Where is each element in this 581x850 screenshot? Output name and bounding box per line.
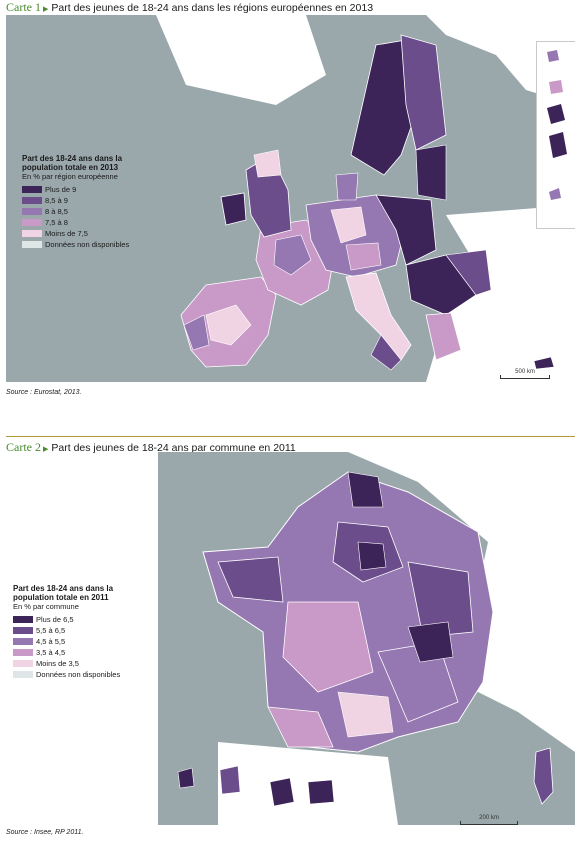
legend-swatch	[22, 186, 42, 193]
map2-legend: Part des 18-24 ans dans la population to…	[13, 584, 123, 680]
map1-source: Source : Eurostat, 2013.	[6, 389, 82, 396]
legend-item: 3,5 à 4,5	[13, 647, 123, 658]
legend-swatch	[22, 241, 42, 248]
map1-heading: Carte 1 ▶ Part des jeunes de 18-24 ans dan…	[6, 0, 373, 15]
legend-item: 8,5 à 9	[22, 195, 132, 206]
map2-scale-bar: 200 km	[460, 815, 518, 825]
italy	[345, 272, 412, 361]
legend-label: 5,5 à 6,5	[36, 626, 66, 635]
legend-label: Données non disponibles	[36, 670, 121, 679]
map1-legend-subtitle: En % par région européenne	[22, 172, 118, 181]
europe-map-svg	[6, 15, 575, 382]
map2-title: Part des jeunes de 18-24 ans par commune…	[51, 442, 296, 454]
legend-item: 8 à 8,5	[22, 206, 132, 217]
legend-item: 5,5 à 6,5	[13, 625, 123, 636]
legend-swatch	[13, 627, 33, 634]
legend-swatch	[13, 649, 33, 656]
legend-swatch	[13, 660, 33, 667]
legend-label: Moins de 3,5	[36, 659, 79, 668]
legend-swatch	[13, 638, 33, 645]
legend-swatch	[22, 197, 42, 204]
map1-title: Part des jeunes de 18-24 ans dans les ré…	[51, 2, 374, 14]
map1-legend-title: Part des 18-24 ans dans la population to…	[22, 154, 123, 172]
map2-legend-title: Part des 18-24 ans dans la population to…	[13, 584, 114, 602]
map1-scale-label: 500 km	[515, 369, 535, 375]
map1-label: Carte 1	[6, 0, 41, 14]
legend-item: 7,5 à 8	[22, 217, 132, 228]
poland	[375, 194, 437, 266]
legend-label: 7,5 à 8	[45, 218, 68, 227]
section-divider	[6, 436, 575, 437]
map1-scale-bar: 500 km	[500, 369, 550, 379]
legend-swatch	[22, 219, 42, 226]
land-outside-france	[348, 452, 575, 752]
france-map-svg	[177, 452, 575, 825]
legend-item: Plus de 9	[22, 184, 132, 195]
legend-swatch	[13, 616, 33, 623]
map2-label: Carte 2	[6, 440, 41, 454]
europe-map	[6, 15, 575, 382]
map2-legend-subtitle: En % par commune	[13, 602, 79, 611]
map2-source: Source : Insee, RP 2011.	[6, 829, 84, 836]
legend-label: 8 à 8,5	[45, 207, 68, 216]
legend-label: 3,5 à 4,5	[36, 648, 66, 657]
legend-label: Moins de 7,5	[45, 229, 88, 238]
legend-label: 4,5 à 5,5	[36, 637, 66, 646]
land-outside-eu	[6, 15, 575, 382]
legend-label: Plus de 6,5	[36, 615, 74, 624]
corsica	[533, 747, 554, 805]
title-arrow-icon: ▶	[43, 6, 49, 13]
map1-legend: Part des 18-24 ans dans la population to…	[22, 154, 132, 250]
legend-item: Données non disponibles	[13, 669, 123, 680]
legend-item: Données non disponibles	[22, 239, 132, 250]
map2-heading: Carte 2 ▶ Part des jeunes de 18-24 ans par…	[6, 440, 296, 455]
greece	[425, 312, 462, 361]
legend-label: Données non disponibles	[45, 240, 130, 249]
legend-label: 8,5 à 9	[45, 196, 68, 205]
legend-swatch	[13, 671, 33, 678]
legend-item: Moins de 3,5	[13, 658, 123, 669]
map2-scale-label: 200 km	[479, 815, 499, 821]
france-map	[158, 452, 575, 825]
title-arrow-icon: ▶	[43, 446, 49, 453]
legend-label: Plus de 9	[45, 185, 77, 194]
legend-item: Moins de 7,5	[22, 228, 132, 239]
legend-swatch	[22, 208, 42, 215]
legend-item: Plus de 6,5	[13, 614, 123, 625]
legend-swatch	[22, 230, 42, 237]
overseas-insets	[536, 41, 575, 229]
legend-item: 4,5 à 5,5	[13, 636, 123, 647]
